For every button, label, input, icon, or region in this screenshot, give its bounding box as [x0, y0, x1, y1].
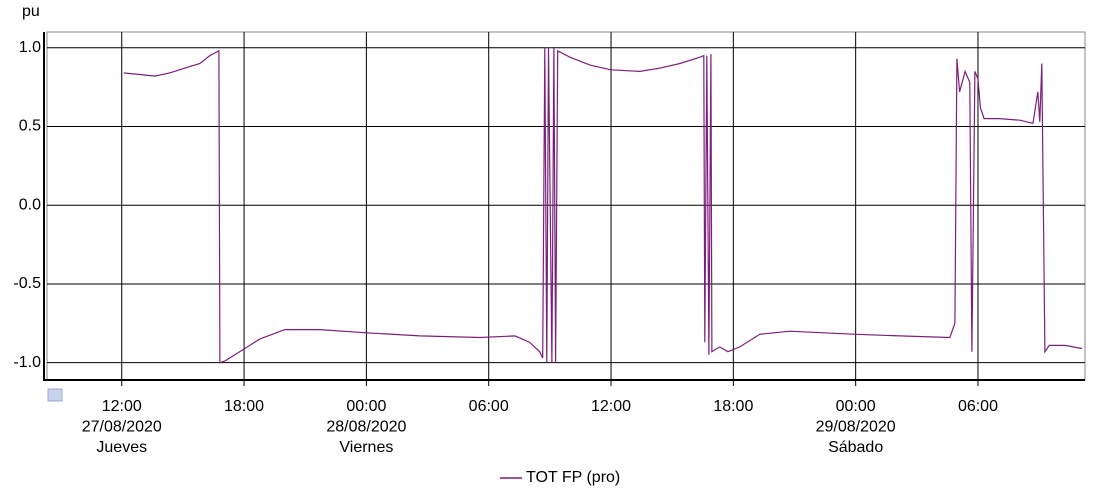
y-tick-label: 1.0	[19, 39, 41, 56]
y-axis-label: pu	[22, 3, 40, 20]
x-tick-label: Viernes	[339, 439, 393, 456]
x-tick-label: 12:00	[102, 398, 142, 415]
x-tick-label: Jueves	[96, 439, 147, 456]
x-tick-label: 29/08/2020	[816, 419, 896, 436]
x-tick-label: 28/08/2020	[326, 419, 406, 436]
x-tick-label: Sábado	[828, 439, 883, 456]
y-tick-label: -1.0	[13, 354, 41, 371]
x-tick-label: 00:00	[346, 398, 386, 415]
x-tick-label: 18:00	[224, 398, 264, 415]
y-tick-label: 0.0	[19, 196, 41, 213]
data-line	[123, 47, 1083, 364]
y-tick-label: -0.5	[13, 275, 41, 292]
x-tick-label: 06:00	[958, 398, 998, 415]
legend-label: TOT FP (pro)	[526, 469, 620, 486]
x-tick-label: 27/08/2020	[82, 419, 162, 436]
y-tick-label: 0.5	[19, 118, 41, 135]
plot-area	[46, 31, 1086, 381]
x-tick-label: 18:00	[713, 398, 753, 415]
x-tick-label: 00:00	[836, 398, 876, 415]
scroll-icon[interactable]	[47, 388, 63, 402]
x-tick-label: 12:00	[591, 398, 631, 415]
x-tick-label: 06:00	[469, 398, 509, 415]
